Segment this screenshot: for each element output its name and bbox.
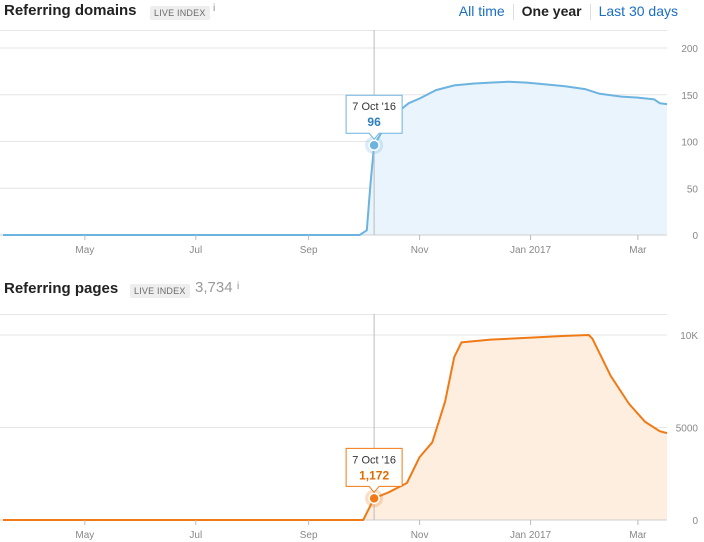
pages-y-tick-label: 5000 <box>676 424 699 435</box>
domains-tooltip-value: 96 <box>367 115 381 129</box>
domains-tooltip-box <box>345 94 403 141</box>
pages-title: Referring pages <box>4 280 119 297</box>
pages-x-tick-label: May <box>75 530 94 541</box>
domains-x-tick-label: Jul <box>189 245 202 256</box>
domains-y-tick-label: 0 <box>692 231 698 242</box>
domains-info-icon[interactable]: i <box>213 3 216 14</box>
pages-tooltip-value: 1,172 <box>359 468 389 482</box>
range-divider <box>512 4 514 21</box>
domains-area <box>3 81 667 235</box>
range-tabs: All time One year Last 30 days <box>451 3 686 21</box>
pages-x-tick-label: Sep <box>300 530 318 541</box>
pages-hover-point <box>368 492 380 505</box>
domains-x-tick-label: May <box>75 245 94 256</box>
domains-x-tick-label: Sep <box>300 245 318 256</box>
pages-y-tick-label: 0 <box>692 516 698 527</box>
pages-x-tick-label: Jan 2017 <box>510 530 552 541</box>
pages-x-tick-label: Nov <box>411 530 429 541</box>
domains-y-tick-label: 50 <box>687 184 699 195</box>
domains-y-tick-label: 200 <box>681 44 698 55</box>
pages-tooltip-box <box>345 447 403 494</box>
domains-y-tick-label: 150 <box>681 91 698 102</box>
pages-x-tick-label: Jul <box>189 530 202 541</box>
tab-last-30-days[interactable]: Last 30 days <box>598 3 678 19</box>
domains-y-tick-label: 100 <box>681 138 698 149</box>
tab-one-year[interactable]: One year <box>521 3 582 19</box>
domains-x-tick-label: Mar <box>629 245 647 256</box>
pages-total-count: 3,734 <box>195 279 233 296</box>
referring-pages-chart[interactable]: 0 5000 10K May Jul Sep Nov Jan 2017 Mar 7 Oct '16… <box>0 314 704 542</box>
domains-x-tick-label: Jan 2017 <box>510 245 552 256</box>
pages-tooltip-date: 7 Oct '16 <box>352 454 396 466</box>
domains-hover-point <box>368 139 380 151</box>
referring-domains-chart[interactable]: 0 50 100 150 200 May Jul Sep Nov Jan 2017 Mar 7 Oct… <box>0 30 704 262</box>
pages-area <box>3 335 667 520</box>
pages-y-tick-label: 10K <box>680 331 698 342</box>
tab-all-time[interactable]: All time <box>458 3 505 19</box>
domains-line <box>3 80 668 236</box>
domains-tooltip-date: 7 Oct '16 <box>352 101 396 113</box>
pages-x-tick-label: Mar <box>629 530 647 541</box>
pages-info-icon[interactable]: i <box>237 281 240 292</box>
domains-title: Referring domains <box>4 2 137 19</box>
range-divider <box>589 4 591 21</box>
domains-live-index-badge: LIVE INDEX <box>150 6 210 20</box>
domains-x-tick-label: Nov <box>411 245 429 256</box>
pages-live-index-badge: LIVE INDEX <box>130 284 190 298</box>
pages-line <box>3 334 668 521</box>
